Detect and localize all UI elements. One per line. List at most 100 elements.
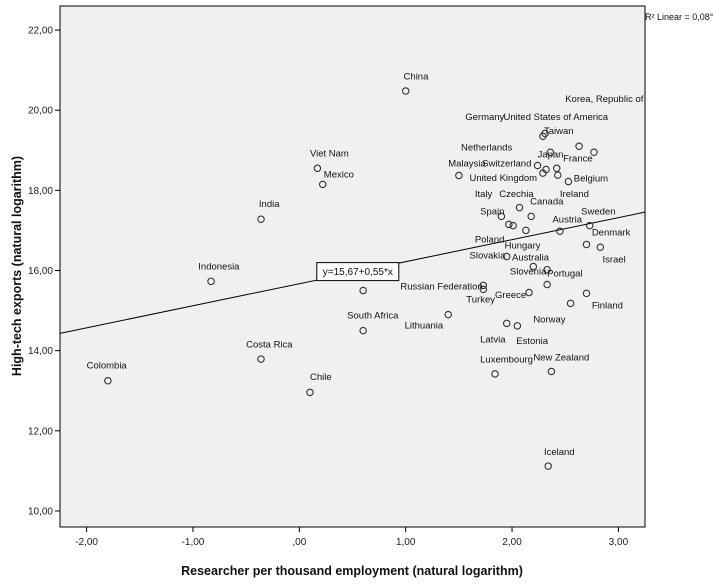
data-point bbox=[543, 280, 551, 289]
data-point bbox=[585, 221, 594, 230]
x-tick-label: -2,00 bbox=[75, 537, 98, 548]
point-label: Costa Rica bbox=[246, 339, 293, 350]
y-tick-label: 14,00 bbox=[28, 346, 53, 357]
data-point bbox=[207, 277, 215, 286]
data-point bbox=[552, 164, 561, 173]
data-point bbox=[502, 319, 511, 328]
data-point bbox=[509, 221, 517, 230]
points-layer bbox=[104, 87, 605, 470]
point-label: China bbox=[404, 71, 430, 82]
axes-layer: -2,00 -1,00 ,00 1,00 2,00 3,00 10,00 12,00 14,00… bbox=[28, 26, 629, 548]
point-label: Viet Nam bbox=[310, 148, 349, 159]
data-point bbox=[533, 161, 542, 170]
point-label: Russian Federation bbox=[400, 281, 482, 292]
point-label: Lithuania bbox=[405, 321, 444, 332]
point-label: Switzerland bbox=[482, 158, 531, 169]
data-point bbox=[525, 288, 533, 297]
data-point bbox=[596, 243, 605, 252]
point-label: Luxembourg bbox=[480, 355, 533, 366]
data-point bbox=[455, 171, 463, 180]
data-point bbox=[575, 142, 583, 151]
x-axis-label: Researcher per thousand employment (natu… bbox=[181, 564, 523, 578]
data-point bbox=[582, 289, 591, 298]
point-label: Latvia bbox=[480, 335, 506, 346]
point-label: Australia bbox=[512, 252, 550, 263]
data-point bbox=[554, 171, 562, 179]
data-point bbox=[546, 148, 555, 157]
point-label: Italy bbox=[475, 189, 493, 200]
point-label: Germany bbox=[465, 112, 504, 123]
data-point bbox=[318, 180, 327, 189]
data-point bbox=[257, 355, 265, 363]
data-point bbox=[104, 376, 112, 385]
point-label: Estonia bbox=[516, 336, 548, 347]
data-point bbox=[359, 326, 367, 335]
data-point bbox=[491, 370, 499, 378]
data-point bbox=[566, 299, 575, 308]
fit-equation-box bbox=[316, 262, 400, 282]
point-label: Slovakia bbox=[470, 250, 507, 261]
point-label: Greece bbox=[495, 290, 526, 301]
point-label: India bbox=[259, 199, 280, 210]
point-label: Canada bbox=[530, 196, 564, 207]
y-tick-label: 10,00 bbox=[28, 506, 53, 517]
data-point bbox=[313, 164, 322, 173]
point-label: Israel bbox=[602, 254, 625, 265]
point-label: Norway bbox=[533, 315, 565, 326]
fit-line-layer: y=15,67+0,55*x bbox=[59, 211, 646, 334]
point-label: Ireland bbox=[560, 189, 589, 200]
point-label: Colombia bbox=[87, 361, 128, 372]
data-point bbox=[479, 281, 488, 290]
point-label: South Africa bbox=[347, 311, 399, 322]
y-axis-label: High-tech exports (natural logarithm) bbox=[10, 156, 24, 376]
y-tick-label: 12,00 bbox=[28, 426, 53, 437]
point-label: Chile bbox=[310, 372, 332, 383]
data-point bbox=[306, 388, 314, 397]
y-tick-label: 22,00 bbox=[28, 26, 53, 37]
point-label: Finland bbox=[592, 301, 623, 312]
point-label: Czechia bbox=[499, 189, 534, 200]
data-point bbox=[582, 240, 591, 249]
point-label: Korea, Republic of bbox=[565, 94, 644, 105]
point-label: Slovenia bbox=[510, 267, 547, 278]
point-label: Denmark bbox=[592, 228, 631, 239]
point-label: Belgium bbox=[574, 174, 608, 185]
point-label: Spain bbox=[480, 206, 504, 217]
point-label: Indonesia bbox=[198, 261, 240, 272]
x-tick-label: ,00 bbox=[292, 537, 306, 548]
data-point bbox=[502, 252, 511, 261]
point-label: Austria bbox=[552, 214, 582, 225]
x-tick-label: -1,00 bbox=[182, 537, 205, 548]
data-point bbox=[543, 265, 551, 274]
point-label: Iceland bbox=[544, 447, 575, 458]
point-label: Japan bbox=[538, 149, 564, 160]
point-label: United States of America bbox=[504, 112, 609, 123]
y-tick-label: 16,00 bbox=[28, 266, 53, 277]
x-tick-label: 1,00 bbox=[396, 537, 416, 548]
data-point bbox=[564, 177, 573, 186]
data-point bbox=[527, 212, 535, 221]
data-point bbox=[359, 286, 367, 295]
point-labels-layer: Colombia Indonesia India Costa Rica Chile Vie… bbox=[87, 71, 644, 458]
data-point bbox=[513, 322, 522, 330]
data-point bbox=[444, 310, 452, 319]
fit-equation-label: y=15,67+0,55*x bbox=[323, 267, 393, 278]
x-tick-label: 3,00 bbox=[609, 537, 629, 548]
data-point bbox=[257, 215, 265, 223]
point-label: Turkey bbox=[466, 295, 495, 306]
point-label: Poland bbox=[475, 234, 505, 245]
point-label: Mexico bbox=[324, 170, 354, 181]
data-point bbox=[541, 129, 549, 138]
point-label: Hungary bbox=[505, 240, 541, 251]
point-label: Portugal bbox=[547, 269, 582, 280]
y-tick-label: 18,00 bbox=[28, 186, 53, 197]
y-tick-label: 20,00 bbox=[28, 106, 53, 117]
data-point bbox=[556, 227, 564, 235]
data-point bbox=[542, 165, 550, 174]
data-point bbox=[515, 203, 524, 212]
point-label: France bbox=[563, 153, 593, 164]
data-point bbox=[547, 367, 556, 376]
data-point bbox=[497, 212, 506, 221]
data-point bbox=[505, 220, 513, 229]
point-label: Taiwan bbox=[544, 126, 574, 137]
